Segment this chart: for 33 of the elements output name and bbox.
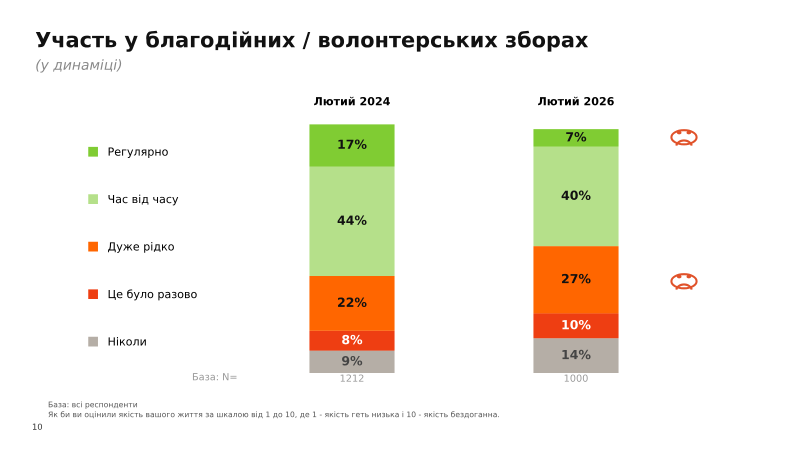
legend-label: Це було разово: [108, 289, 197, 300]
data-label: 44%: [338, 215, 367, 225]
bar: [309, 124, 395, 167]
bar: [309, 350, 395, 374]
x-tick-label: Лютий 2026: [538, 96, 614, 106]
data-label: 14%: [562, 350, 591, 360]
text: База: N=: [192, 373, 237, 380]
legend-label: Час від часу: [108, 194, 178, 206]
text: 10: [32, 424, 42, 430]
legend-label: Регулярно: [108, 148, 168, 158]
legend-label: Ніколи: [108, 337, 146, 346]
text: 1000: [564, 374, 588, 382]
bar: [309, 166, 395, 276]
text: (у динаміці): [36, 59, 122, 73]
bar: [533, 146, 619, 246]
chart-title: Участь у благодійних / волонтерських зборах: [36, 30, 588, 52]
x-tick-label: Лютий 2024: [314, 96, 390, 106]
text: 1212: [340, 374, 364, 382]
bar: [533, 338, 619, 374]
data-label: 17%: [338, 140, 367, 149]
data-label: 27%: [562, 274, 591, 284]
bar: [309, 276, 395, 331]
bar: [533, 129, 619, 147]
data-label: 40%: [562, 190, 591, 200]
legend-label: Дуже рідко: [108, 242, 174, 253]
data-label: 9%: [342, 356, 362, 366]
data-label: 8%: [342, 334, 362, 344]
bar: [533, 246, 619, 314]
data-label: 7%: [566, 132, 586, 142]
data-label: 22%: [338, 298, 367, 307]
bar: [533, 313, 619, 338]
bar: [309, 330, 395, 351]
data-label: 10%: [562, 320, 591, 330]
